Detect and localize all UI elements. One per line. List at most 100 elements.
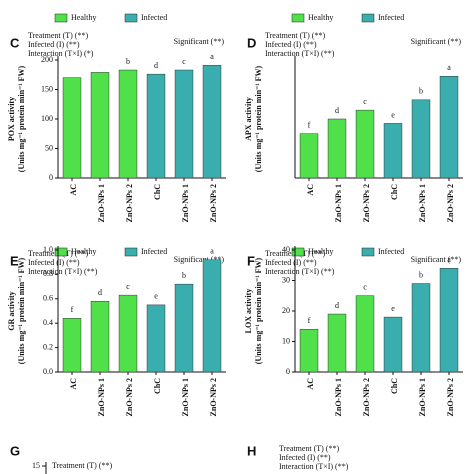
significance-letter: a	[210, 52, 214, 61]
panel-label: C	[10, 35, 20, 50]
y-tick-label: 0	[49, 173, 53, 182]
annotation: Treatment (T) (**)	[28, 31, 88, 40]
annotation: Infected (I) (**)	[28, 40, 80, 49]
annotation: Infected (I) (**)	[265, 258, 317, 267]
annotation: Treatment (T) (**)	[265, 31, 325, 40]
bar	[411, 99, 431, 179]
significance-letter: b	[126, 57, 130, 66]
bar	[202, 65, 222, 179]
bar	[118, 69, 138, 179]
significance: Significant (**)	[411, 255, 462, 264]
bar	[118, 294, 138, 373]
bar	[327, 118, 347, 179]
bar	[202, 259, 222, 373]
y-tick-label: 0.6	[43, 294, 53, 303]
x-tick-label: ChC	[153, 184, 162, 200]
x-tick-label: ChC	[390, 184, 399, 200]
y-axis-label: POX activity	[7, 97, 16, 141]
significance-letter: c	[363, 97, 367, 106]
x-tick-label: ZnO-NPs 2	[125, 378, 134, 416]
legend-swatch	[54, 13, 68, 23]
significance-letter: c	[363, 283, 367, 292]
significance: Significant (**)	[411, 37, 462, 46]
panel-label: E	[10, 253, 19, 268]
annotation: Treatment (T) (**)	[52, 461, 112, 470]
legend-label: Healthy	[71, 13, 96, 22]
y-tick-label: 15	[32, 461, 40, 470]
bar	[327, 313, 347, 373]
significance-letter: e	[391, 110, 395, 119]
x-tick-label: ZnO-NPs 1	[418, 184, 427, 222]
significance-letter: c	[182, 57, 186, 66]
significance-letter: e	[391, 304, 395, 313]
y-tick-label: 20	[282, 306, 290, 315]
legend-label: Infected	[141, 247, 167, 256]
y-axis-label: (Units mg⁻¹ protein min⁻¹ FW)	[254, 257, 263, 364]
bar	[174, 69, 194, 179]
legend-label: Healthy	[308, 13, 333, 22]
bar	[174, 283, 194, 373]
legend-swatch	[124, 247, 138, 257]
x-tick-label: AC	[306, 378, 315, 390]
significance-letter: b	[182, 271, 186, 280]
panel-label: G	[10, 443, 20, 458]
panel-label: F	[247, 253, 255, 268]
y-tick-label: 0.8	[43, 269, 53, 278]
x-tick-label: AC	[306, 184, 315, 196]
x-tick-label: ChC	[153, 378, 162, 394]
annotation: Treatment (T) (**)	[279, 444, 339, 453]
x-tick-label: ZnO-NPs 2	[209, 378, 218, 416]
annotation: Interaction (T×I) (**)	[28, 267, 98, 276]
significance-letter: f	[308, 316, 311, 325]
bar	[299, 329, 319, 373]
x-tick-label: ZnO-NPs 1	[97, 378, 106, 416]
annotation: Interaction (T×I) (**)	[265, 49, 335, 58]
panel-label: H	[247, 443, 256, 458]
bar	[355, 295, 375, 373]
significance-letter: d	[335, 106, 339, 115]
y-axis-label: APX activity	[244, 97, 253, 141]
y-tick-label: 1.0	[43, 245, 53, 254]
significance-letter: a	[447, 63, 451, 72]
legend-swatch	[361, 13, 375, 23]
significance-letter: a	[447, 255, 451, 264]
bar	[355, 109, 375, 179]
y-tick-label: 0	[286, 367, 290, 376]
bar	[439, 75, 459, 179]
y-tick-label: 200	[41, 55, 53, 64]
y-tick-label: 40	[282, 245, 290, 254]
significance-letter: c	[126, 282, 130, 291]
legend-swatch	[291, 13, 305, 23]
x-tick-label: AC	[69, 378, 78, 390]
x-tick-label: ZnO-NPs 1	[334, 184, 343, 222]
annotation: Infected (I) (**)	[265, 40, 317, 49]
annotation: Interaction (T×I) (*)	[28, 49, 94, 58]
bar	[62, 318, 82, 373]
y-tick-label: 30	[282, 275, 290, 284]
legend-label: Infected	[141, 13, 167, 22]
annotation: Infected (I) (**)	[28, 258, 80, 267]
y-tick-label: 0.2	[43, 342, 53, 351]
x-tick-label: ZnO-NPs 2	[446, 378, 455, 416]
x-tick-label: ZnO-NPs 1	[181, 184, 190, 222]
y-tick-label: 0.0	[43, 367, 53, 376]
y-axis-label: (Units mg⁻¹ protein min⁻¹ FW)	[17, 65, 26, 172]
significance-letter: f	[308, 121, 311, 130]
x-tick-label: ChC	[390, 378, 399, 394]
legend-label: Infected	[378, 13, 404, 22]
panel-label: D	[247, 35, 256, 50]
significance: Significant (**)	[174, 255, 225, 264]
y-axis-label: GR activity	[7, 291, 16, 330]
y-axis-label: LOX activity	[244, 289, 253, 334]
y-tick-label: 150	[41, 84, 53, 93]
legend-label: Infected	[378, 247, 404, 256]
bar	[299, 133, 319, 179]
y-tick-label: 0.4	[43, 318, 53, 327]
x-tick-label: ZnO-NPs 1	[334, 378, 343, 416]
y-tick-label: 100	[41, 114, 53, 123]
annotation: Infected (I) (**)	[279, 453, 331, 462]
x-tick-label: ZnO-NPs 1	[181, 378, 190, 416]
significance-letter: d	[335, 301, 339, 310]
x-tick-label: ZnO-NPs 2	[362, 378, 371, 416]
